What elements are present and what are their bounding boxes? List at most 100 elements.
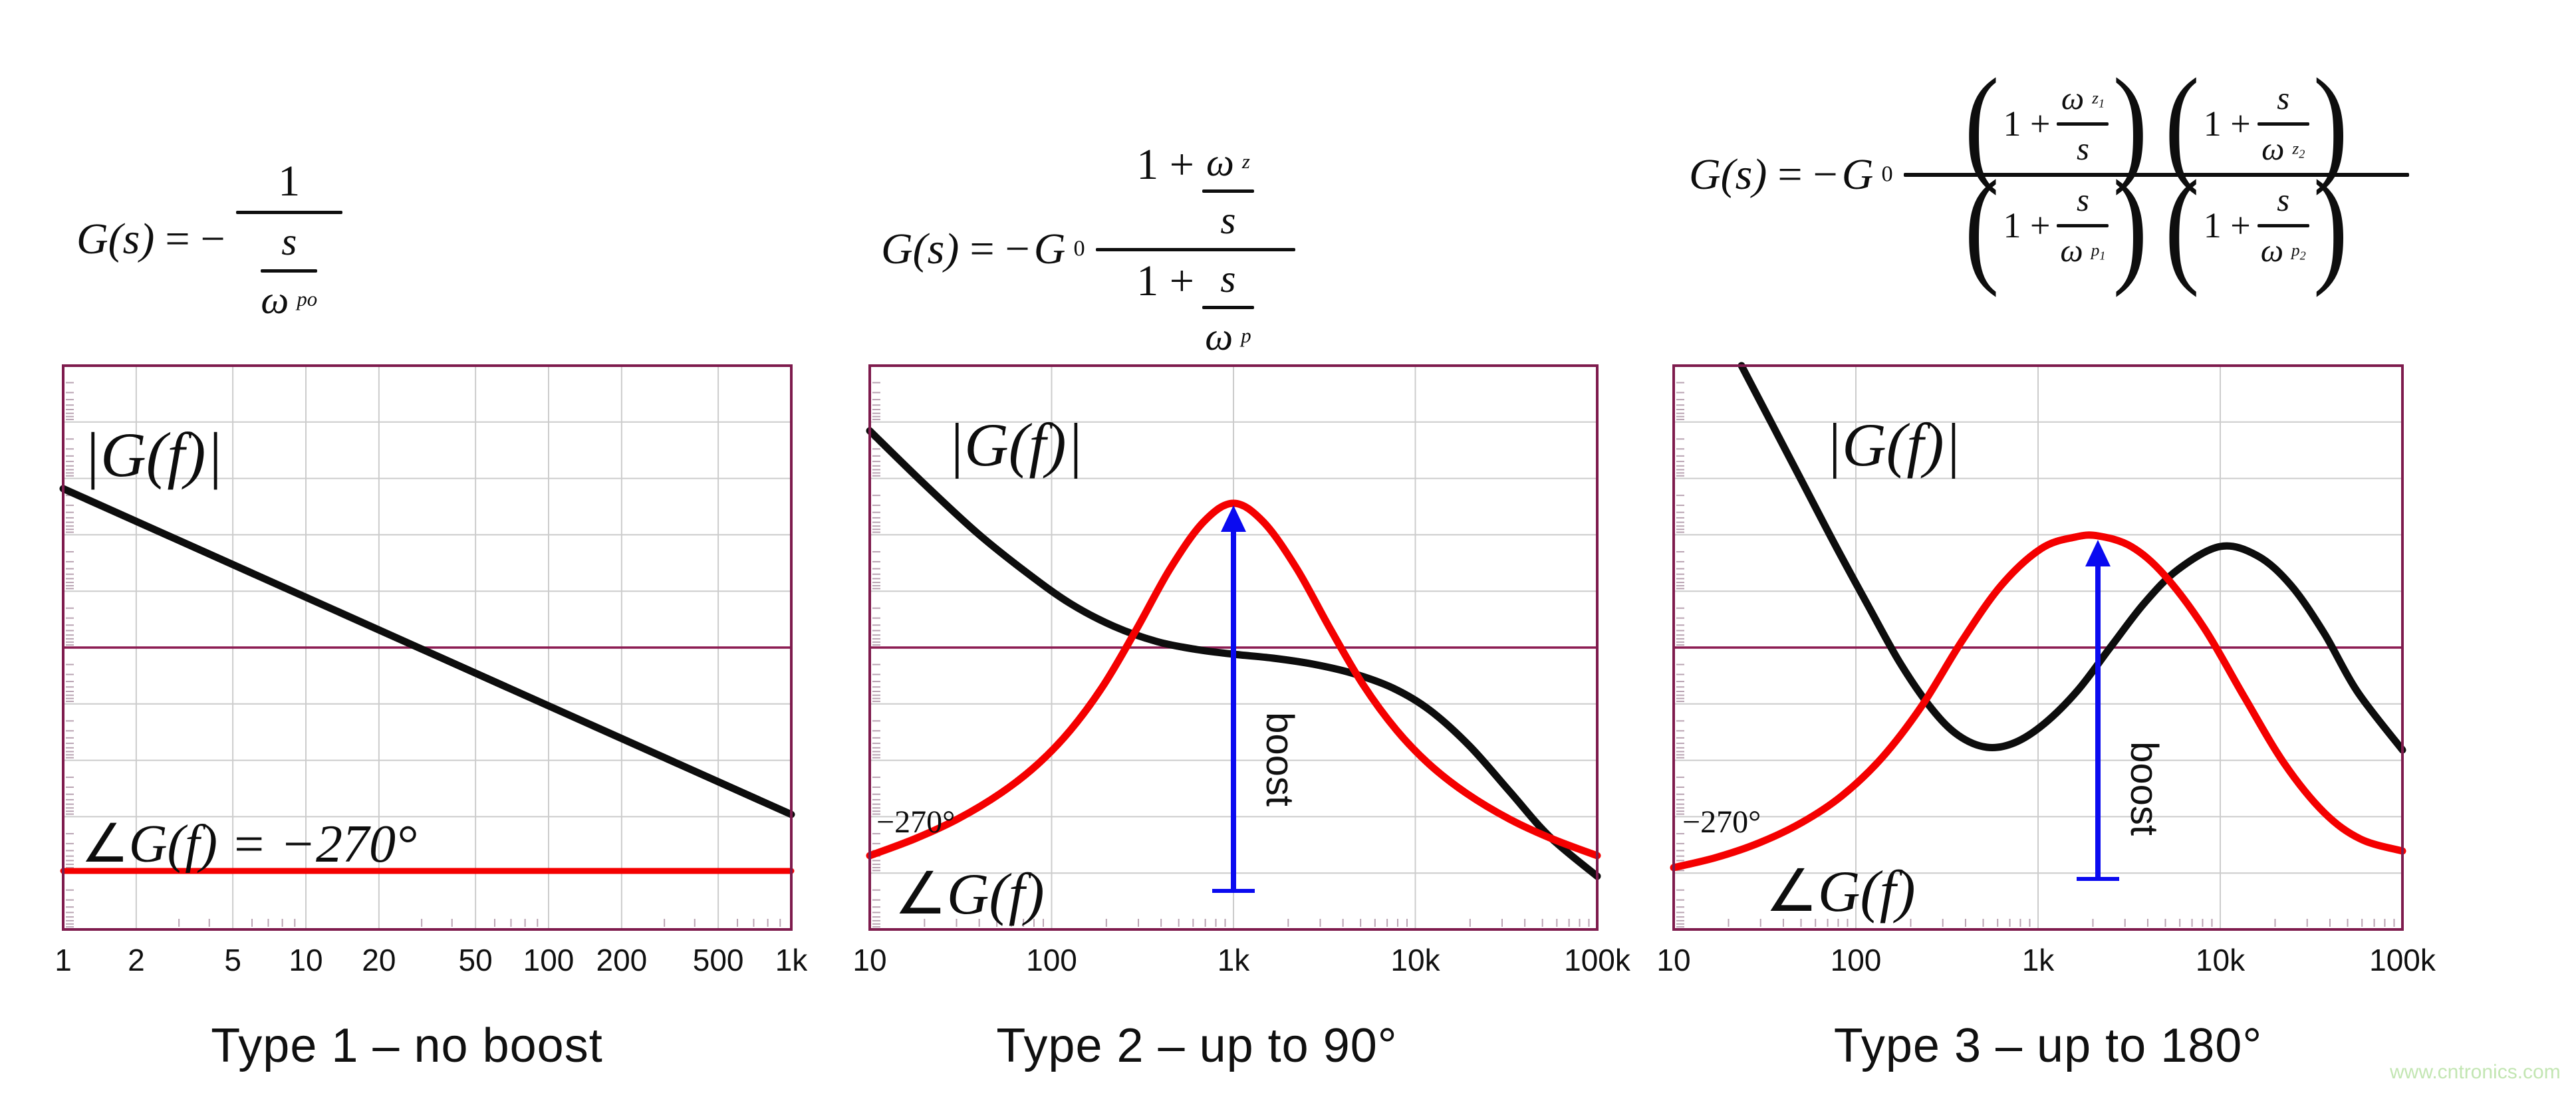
math-subsubscript: 1 — [2098, 96, 2105, 110]
x-tick-label: 100k — [2369, 943, 2436, 977]
magnitude-label: |G(f)| — [1825, 411, 1961, 479]
boost-arrow-head — [1221, 505, 1246, 532]
x-tick-label: 2 — [128, 943, 145, 977]
right-paren: ) — [2113, 51, 2148, 196]
boost-label: boost — [2123, 741, 2166, 836]
x-tick-label: 100 — [1026, 943, 1077, 977]
deg-label: −270° — [876, 804, 955, 840]
x-tick-label: 10 — [289, 943, 322, 977]
math-symbol: s — [2076, 182, 2089, 218]
math-symbol: ω — [2260, 233, 2284, 269]
fraction: 1 s ω po — [235, 156, 342, 320]
math-subsubscript: 2 — [2299, 249, 2306, 263]
factor-pre: 1 + — [2203, 205, 2251, 246]
plot-frame — [1672, 364, 2404, 931]
magnitude-label: |G(f)| — [83, 420, 223, 490]
right-paren: ) — [2313, 51, 2348, 196]
watermark: www.cntronics.com — [2390, 1061, 2561, 1083]
math-subscript: z1 — [2092, 88, 2105, 110]
plot-frame — [62, 364, 793, 931]
factor-pre: 1 + — [2203, 104, 2251, 144]
den-bot-sub: po — [297, 287, 318, 310]
den-pre: 1 + — [1136, 256, 1194, 305]
math-subscript: p1 — [2091, 241, 2106, 263]
minus-sign: − — [1005, 225, 1030, 273]
magnitude-curve — [866, 427, 1601, 880]
factor-pre: 1 + — [2003, 205, 2051, 246]
equals-sign: = — [969, 225, 995, 273]
phase-label: ∠G(f) — [894, 862, 1045, 927]
deg-label: −270° — [1682, 804, 1761, 840]
formula-lhs: G(s) — [76, 215, 155, 263]
x-tick-label: 100 — [1831, 943, 1882, 977]
numerator: 1 — [278, 156, 301, 205]
num-bot: s — [1220, 198, 1236, 243]
x-tick-label: 100 — [523, 943, 575, 977]
minus-sign: − — [200, 215, 225, 263]
factor-pre: 1 + — [2003, 104, 2051, 144]
formula-lhs: G(s) — [881, 225, 960, 273]
denominator-factors: (1 + s ω p1)(1 + s ω p2) — [1964, 160, 2348, 290]
phase-label: ∠G(f) — [1765, 860, 1916, 924]
x-tick-label: 5 — [224, 943, 241, 977]
math-subscript: p2 — [2291, 241, 2306, 263]
numerator-factors: (1 + ω z1 s)(1 + s ω z2) — [1964, 58, 2348, 188]
x-tick-label: 10 — [852, 943, 886, 977]
den-top: s — [281, 219, 297, 264]
x-tick-label: 20 — [362, 943, 396, 977]
parenthesized-factor: (1 + s ω z2) — [2165, 58, 2348, 188]
left-paren: ( — [2164, 51, 2200, 196]
right-paren: ) — [2113, 152, 2148, 298]
x-tick-label: 10k — [1390, 943, 1440, 977]
x-tick-label: 500 — [693, 943, 744, 977]
left-paren: ( — [1964, 51, 1999, 196]
parenthesized-factor: (1 + s ω p1) — [1964, 160, 2147, 290]
fraction: (1 + ω z1 s)(1 + s ω z2) (1 + s ω p1)(1 + s ω p2) — [1903, 58, 2409, 291]
left-paren: ( — [2164, 152, 2200, 298]
num-top-sub: z — [1241, 149, 1250, 173]
num-pre: 1 + — [1136, 140, 1194, 189]
magnitude-curve — [59, 485, 795, 818]
math-symbol: ω — [2061, 80, 2085, 116]
math-subsubscript: 2 — [2299, 147, 2305, 161]
boost-label: boost — [1258, 712, 1301, 806]
math-symbol: s — [2277, 80, 2290, 116]
caption-type1: Type 1 – no boost — [211, 1019, 603, 1072]
minus-sign: − — [1813, 150, 1838, 199]
math-symbol: ω — [2060, 233, 2083, 269]
num-top: ω — [1206, 140, 1234, 184]
den-bot-sub: p — [1241, 323, 1251, 347]
x-tick-label: 10k — [2196, 943, 2246, 977]
phase-curve — [1670, 531, 2406, 872]
phase-curve — [866, 499, 1601, 860]
x-tick-label: 200 — [596, 943, 648, 977]
den-top: s — [1220, 256, 1236, 301]
phase-label: ∠G(f) = −270° — [81, 815, 417, 874]
x-tick-label: 100k — [1564, 943, 1631, 977]
math-subsubscript: 1 — [2099, 249, 2106, 263]
formula-type1: G(s) = − 1 s ω po — [76, 100, 342, 379]
right-paren: ) — [2313, 152, 2348, 298]
math-subscript: z2 — [2292, 139, 2305, 161]
formula-lhs: G(s) — [1689, 150, 1767, 199]
x-tick-label: 10 — [1656, 943, 1690, 977]
equals-sign: = — [1777, 150, 1803, 199]
boost-arrow-head — [2085, 540, 2111, 566]
math-symbol: s — [2076, 130, 2089, 167]
magnitude-label: |G(f)| — [948, 411, 1083, 479]
x-tick-label: 1k — [775, 943, 809, 977]
caption-type2: Type 2 – up to 90° — [996, 1019, 1398, 1072]
left-paren: ( — [1964, 152, 1999, 298]
magnitude-curve — [1738, 362, 2406, 754]
math-symbol: ω — [2261, 130, 2285, 167]
x-tick-label: 50 — [459, 943, 493, 977]
x-tick-label: 1 — [55, 943, 72, 977]
equals-sign: = — [165, 215, 190, 263]
parenthesized-factor: (1 + s ω p2) — [2165, 160, 2348, 290]
den-bot: ω — [1205, 314, 1233, 358]
